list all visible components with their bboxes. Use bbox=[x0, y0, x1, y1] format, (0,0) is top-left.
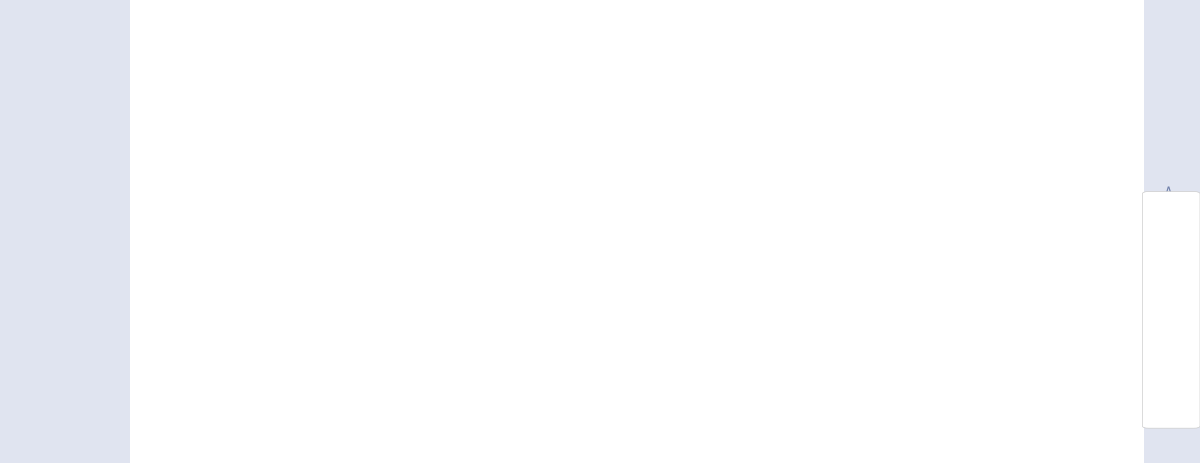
Text: ∧: ∧ bbox=[1164, 184, 1172, 197]
Text: is the wavelength of the standing wave in the string?: is the wavelength of the standing wave i… bbox=[139, 33, 541, 47]
Text: A) II and III: A) II and III bbox=[169, 212, 246, 225]
Text: C) 0.24 m: C) 0.24 m bbox=[559, 51, 629, 65]
Text: C) II and IV: C) II and IV bbox=[559, 212, 637, 225]
Text: IV.   y = -0.23 sin(3x - 42t): IV. y = -0.23 sin(3x - 42t) bbox=[185, 172, 371, 186]
Text: E) 0.90 m: E) 0.90 m bbox=[949, 51, 1018, 65]
Text: E) III and IV: E) III and IV bbox=[949, 212, 1030, 225]
Text: seconds.: seconds. bbox=[139, 105, 224, 119]
Text: /: / bbox=[1166, 258, 1170, 271]
Text: Which of these waves have the same speed?: Which of these waves have the same speed… bbox=[185, 195, 505, 210]
Text: 9)  A 4.0 gram string is 0.36 m long and is under tension. The string vibrates a: 9) A 4.0 gram string is 0.36 m long and … bbox=[139, 17, 953, 31]
Text: A) 0.36 m: A) 0.36 m bbox=[169, 51, 239, 65]
Text: D) I and II: D) I and II bbox=[754, 212, 823, 225]
Text: II.   y = 0.15 sin(6x + 42t): II. y = 0.15 sin(6x + 42t) bbox=[185, 140, 370, 154]
Text: I.    y = 0.12 cos(3x - 21t): I. y = 0.12 cos(3x - 21t) bbox=[185, 124, 366, 138]
Text: 10) Four waves are described by the following equations, where distances are mea: 10) Four waves are described by the foll… bbox=[139, 89, 936, 103]
Text: ∨: ∨ bbox=[1164, 303, 1172, 316]
Text: III.  y = 0.13 cos(6x + 21t): III. y = 0.13 cos(6x + 21t) bbox=[185, 156, 372, 169]
Text: 2: 2 bbox=[1164, 238, 1172, 251]
Text: D) 0.54 m: D) 0.54 m bbox=[754, 51, 824, 65]
Text: 3: 3 bbox=[1164, 278, 1172, 291]
Text: B) I and III: B) I and III bbox=[365, 212, 437, 225]
Text: B) 0.72 m: B) 0.72 m bbox=[365, 51, 433, 65]
